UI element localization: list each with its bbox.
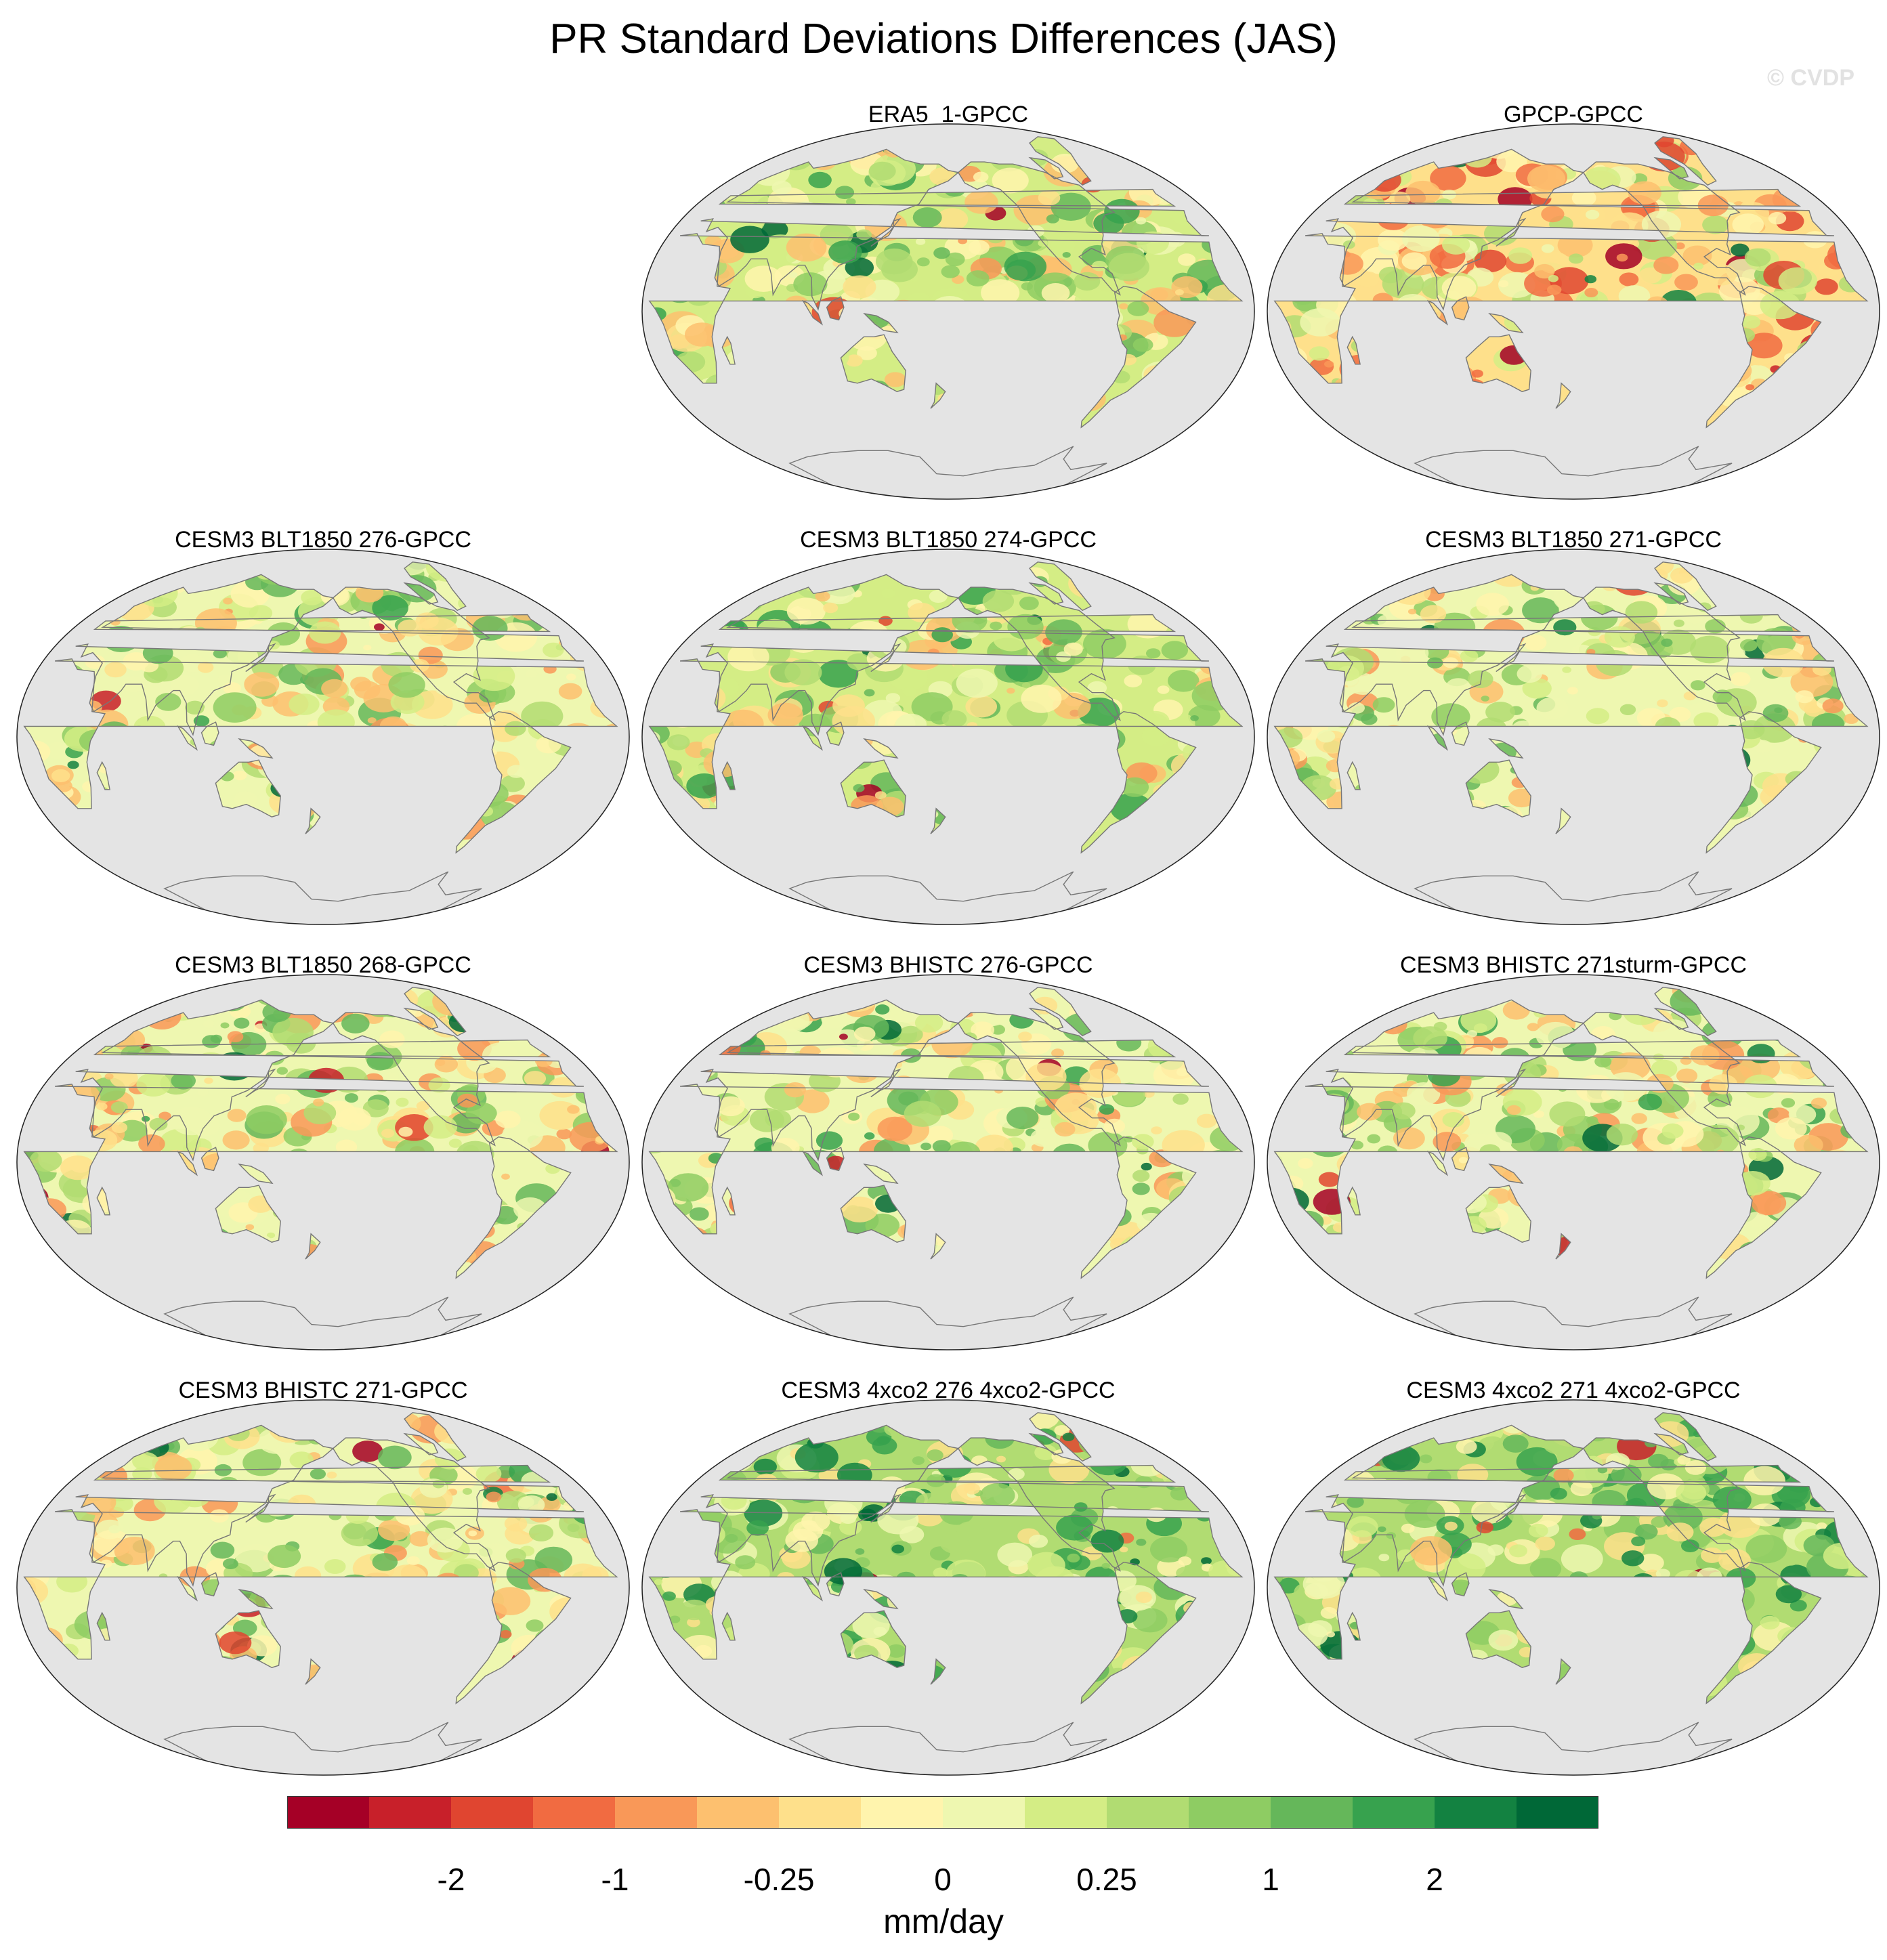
colorbar-bin bbox=[287, 1796, 370, 1829]
panel-title: CESM3 BLT1850 268-GPCC bbox=[175, 952, 471, 978]
coastlines bbox=[648, 987, 1244, 1350]
colorbar-tick-label: -0.25 bbox=[743, 1862, 815, 1897]
map-panel: CESM3 BLT1850 268-GPCC bbox=[15, 952, 631, 1352]
colorbar-bin bbox=[451, 1796, 534, 1829]
colorbar-bin bbox=[1189, 1796, 1271, 1829]
colorbar-units: mm/day bbox=[883, 1902, 1004, 1940]
globe-map bbox=[641, 1399, 1255, 1776]
colorbar-bin bbox=[1271, 1796, 1353, 1829]
colorbar-bin bbox=[1107, 1796, 1189, 1829]
colorbar bbox=[287, 1796, 1598, 1829]
colorbar-bin bbox=[369, 1796, 452, 1829]
globe-map bbox=[1267, 1399, 1880, 1776]
coastlines bbox=[648, 136, 1244, 499]
panel-title: CESM3 BLT1850 276-GPCC bbox=[175, 527, 471, 553]
panel-title: GPCP-GPCC bbox=[1504, 102, 1643, 127]
map-panel: CESM3 BLT1850 276-GPCC bbox=[15, 527, 631, 926]
map-panel: CESM3 4xco2 276 4xco2-GPCC bbox=[640, 1378, 1256, 1777]
coastlines bbox=[1273, 561, 1869, 924]
globe-map bbox=[641, 974, 1255, 1350]
colorbar-bin bbox=[615, 1796, 698, 1829]
globe-map bbox=[641, 123, 1255, 500]
figure-title: PR Standard Deviations Differences (JAS) bbox=[549, 16, 1338, 62]
map-panel: GPCP-GPCC bbox=[1265, 102, 1882, 501]
coastlines bbox=[648, 1412, 1244, 1775]
colorbar-bin bbox=[1025, 1796, 1107, 1829]
cvdp-watermark: © CVDP bbox=[1767, 65, 1854, 91]
colorbar-tick-label: 1 bbox=[1262, 1862, 1279, 1897]
map-panel: CESM3 BLT1850 274-GPCC bbox=[640, 527, 1256, 926]
colorbar-tick-label: 2 bbox=[1426, 1862, 1443, 1897]
coastlines bbox=[23, 987, 618, 1350]
coastlines bbox=[1273, 1412, 1869, 1775]
colorbar-tick-label: 0.25 bbox=[1076, 1862, 1137, 1897]
map-panel: CESM3 BHISTC 276-GPCC bbox=[640, 952, 1256, 1352]
globe-map bbox=[1267, 549, 1880, 925]
globe-map bbox=[1267, 123, 1880, 500]
globe-map bbox=[1267, 974, 1880, 1350]
map-panel: CESM3 BLT1850 271-GPCC bbox=[1265, 527, 1882, 926]
colorbar-bin bbox=[861, 1796, 944, 1829]
globe-map bbox=[641, 549, 1255, 925]
panel-title: ERA5_1-GPCC bbox=[868, 102, 1029, 127]
coastlines bbox=[23, 561, 618, 924]
colorbar-bin bbox=[943, 1796, 1025, 1829]
colorbar-bin bbox=[779, 1796, 862, 1829]
panel-title: CESM3 BHISTC 271-GPCC bbox=[178, 1378, 468, 1403]
colorbar-bin bbox=[1435, 1796, 1517, 1829]
panel-title: CESM3 BLT1850 271-GPCC bbox=[1425, 527, 1722, 553]
map-panel: ERA5_1-GPCC bbox=[640, 102, 1256, 501]
coastlines bbox=[23, 1412, 618, 1775]
coastlines bbox=[1273, 136, 1869, 499]
globe-map bbox=[16, 549, 630, 925]
map-panel: CESM3 BHISTC 271sturm-GPCC bbox=[1265, 952, 1882, 1352]
map-panel: CESM3 4xco2 271 4xco2-GPCC bbox=[1265, 1378, 1882, 1777]
colorbar-bin bbox=[1517, 1796, 1598, 1829]
coastlines bbox=[648, 561, 1244, 924]
colorbar-bin bbox=[697, 1796, 780, 1829]
panel-title: CESM3 BLT1850 274-GPCC bbox=[800, 527, 1097, 553]
colorbar-tick-label: -2 bbox=[437, 1862, 465, 1897]
colorbar-tick-label: -1 bbox=[601, 1862, 629, 1897]
colorbar-bin bbox=[533, 1796, 616, 1829]
colorbar-bin bbox=[1353, 1796, 1435, 1829]
globe-map bbox=[16, 1399, 630, 1776]
panel-title: CESM3 4xco2 271 4xco2-GPCC bbox=[1406, 1378, 1741, 1403]
panel-title: CESM3 BHISTC 276-GPCC bbox=[803, 952, 1093, 978]
coastlines bbox=[1273, 987, 1869, 1350]
panel-title: CESM3 4xco2 276 4xco2-GPCC bbox=[781, 1378, 1116, 1403]
map-panel: CESM3 BHISTC 271-GPCC bbox=[15, 1378, 631, 1777]
globe-map bbox=[16, 974, 630, 1350]
panel-title: CESM3 BHISTC 271sturm-GPCC bbox=[1400, 952, 1747, 978]
colorbar-tick-label: 0 bbox=[934, 1862, 952, 1897]
